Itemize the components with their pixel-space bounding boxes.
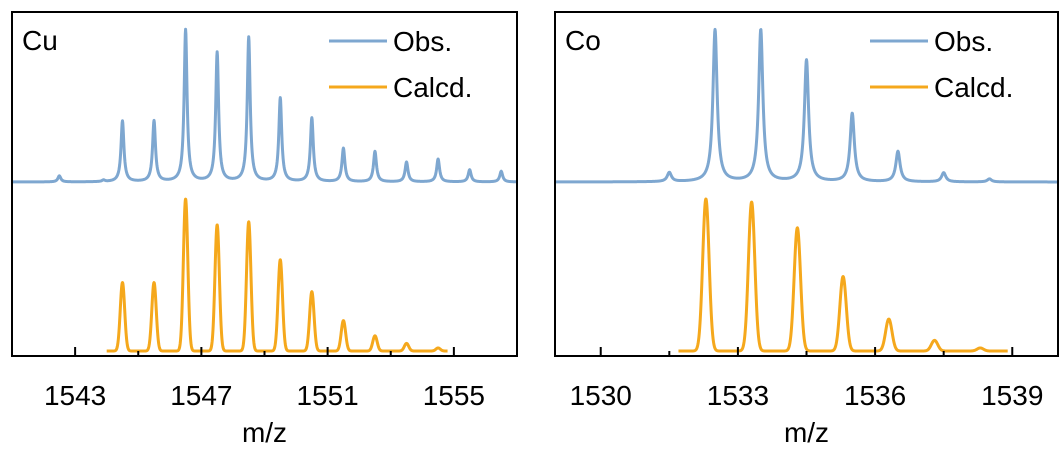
x-tick-label: 1555 [423,380,485,411]
x-axis-title: m/z [784,417,829,448]
x-tick-label: 1543 [44,380,106,411]
plot-frame [11,11,518,357]
legend-label: Calcd. [393,72,472,103]
panel-label: Co [565,25,601,56]
series-line-calcd [677,197,1009,353]
x-tick-label: 1530 [570,380,632,411]
legend-label: Calcd. [934,72,1013,103]
series-line-obs [10,27,519,184]
legend-label: Obs. [393,26,452,57]
chart-panel-cu: 1543 1547 1551 1555 m/z Cu Obs. Calcd. [10,11,519,448]
x-tick-label: 1536 [844,380,906,411]
x-tick-label: 1547 [170,380,232,411]
series-line-obs [553,27,1060,184]
x-tick-label: 1551 [296,380,358,411]
chart-panel-co: 1530 1533 1536 1539 m/z Co Obs. Calcd. [553,11,1060,448]
panel-label: Cu [22,25,58,56]
series-line-calcd [105,197,449,353]
x-axis-title: m/z [242,417,287,448]
x-tick-label: 1539 [981,380,1043,411]
x-tick-label: 1533 [707,380,769,411]
legend-label: Obs. [934,26,993,57]
